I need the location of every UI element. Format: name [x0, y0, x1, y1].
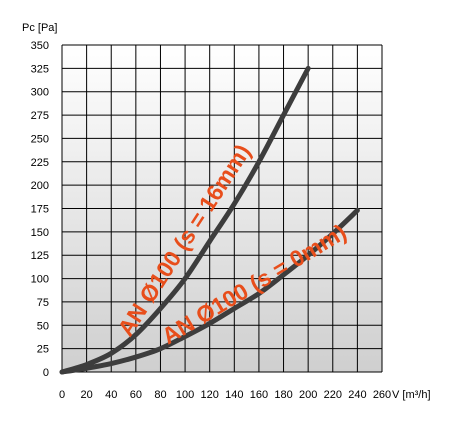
x-tick-label: 240: [348, 389, 366, 401]
y-tick-label: 0: [43, 367, 49, 379]
y-tick-label: 50: [37, 320, 49, 332]
series-line-0: [59, 65, 311, 375]
x-tick-label: 0: [59, 389, 65, 401]
x-tick-label: 120: [201, 389, 219, 401]
x-tick-label: 20: [80, 389, 92, 401]
x-tick-label: 40: [105, 389, 117, 401]
x-tick-label: 260: [373, 389, 391, 401]
y-tick-label: 150: [31, 227, 49, 239]
y-tick-label: 325: [31, 63, 49, 75]
x-tick-labels: 0 20 40 60 80 100 120 140 160 180 200 220 240 260: [59, 389, 391, 401]
y-tick-label: 225: [31, 157, 49, 169]
x-axis-title: V [m³/h]: [392, 389, 431, 401]
series-lines: [59, 65, 360, 375]
y-tick-labels: 0 25 50 75 100 125 150 175 200 225 250 275 300 325 350: [31, 40, 49, 379]
series-line-1: [59, 207, 360, 375]
x-tick-label: 200: [299, 389, 317, 401]
grid: [61, 44, 383, 373]
y-tick-label: 100: [31, 274, 49, 286]
x-tick-label: 160: [250, 389, 268, 401]
y-tick-label: 250: [31, 133, 49, 145]
y-tick-label: 200: [31, 180, 49, 192]
x-tick-label: 180: [274, 389, 292, 401]
y-tick-label: 175: [31, 204, 49, 216]
x-tick-label: 80: [154, 389, 166, 401]
y-tick-label: 75: [37, 297, 49, 309]
y-axis-title: Pc [Pa]: [22, 22, 57, 34]
x-tick-label: 100: [176, 389, 194, 401]
y-tick-label: 350: [31, 40, 49, 52]
x-tick-label: 140: [225, 389, 243, 401]
y-tick-label: 125: [31, 250, 49, 262]
x-tick-label: 60: [130, 389, 142, 401]
y-tick-label: 275: [31, 110, 49, 122]
y-tick-label: 25: [37, 344, 49, 356]
x-tick-label: 220: [324, 389, 342, 401]
y-tick-label: 300: [31, 87, 49, 99]
